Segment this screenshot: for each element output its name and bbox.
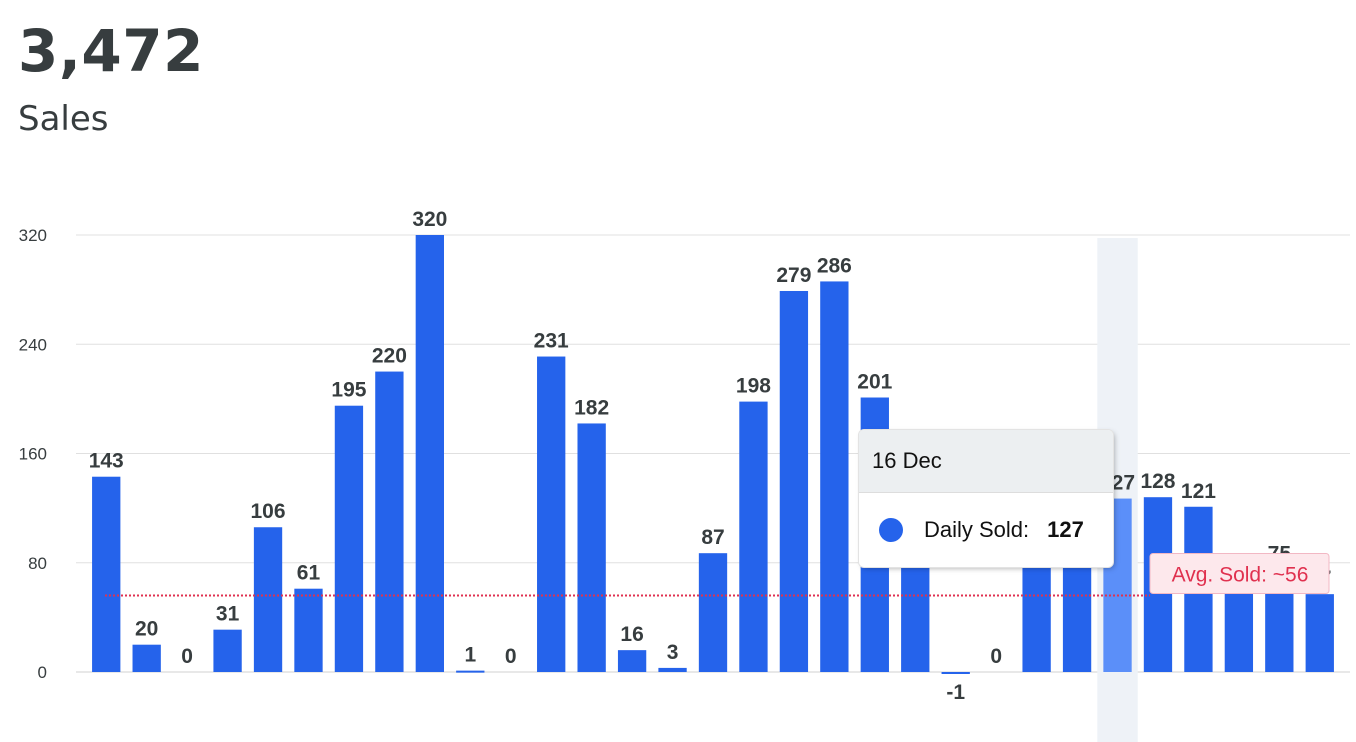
- y-tick-label: 320: [19, 226, 47, 245]
- bar[interactable]: [132, 644, 161, 672]
- bar[interactable]: [820, 281, 849, 672]
- data-label: 31: [216, 603, 240, 626]
- data-label: 320: [412, 208, 447, 231]
- bar[interactable]: [415, 235, 444, 672]
- data-label: 1: [464, 644, 476, 667]
- data-label: 0: [181, 645, 193, 668]
- bar[interactable]: [213, 629, 242, 672]
- data-label: 61: [297, 562, 321, 585]
- bar[interactable]: [941, 672, 970, 674]
- tooltip-value: 127: [1047, 517, 1084, 542]
- bars-layer: [92, 235, 1334, 674]
- y-tick-label: 160: [19, 445, 47, 464]
- data-label: 195: [331, 379, 366, 402]
- data-label: 231: [534, 330, 569, 353]
- data-label: 0: [505, 645, 517, 668]
- data-label: 286: [817, 254, 852, 277]
- bar[interactable]: [901, 555, 930, 672]
- bar[interactable]: [1305, 594, 1334, 672]
- bar[interactable]: [334, 405, 364, 672]
- bar[interactable]: [658, 667, 687, 672]
- bar[interactable]: [537, 356, 566, 672]
- y-tick-label: 0: [38, 663, 47, 682]
- data-label: 220: [372, 345, 407, 368]
- tooltip-body: Daily Sold: 127: [859, 493, 1113, 567]
- bar[interactable]: [253, 527, 283, 672]
- data-label: 0: [990, 645, 1002, 668]
- data-label: 106: [251, 500, 286, 523]
- data-label: 121: [1181, 480, 1216, 503]
- bar[interactable]: [617, 650, 647, 672]
- data-label: 143: [89, 450, 124, 473]
- average-label-background: [1149, 553, 1330, 595]
- tooltip-series-label: Daily Sold:: [924, 517, 1030, 542]
- data-label: 198: [736, 375, 771, 398]
- data-label: 16: [620, 623, 643, 646]
- y-tick-label: 80: [28, 554, 47, 573]
- bar[interactable]: [375, 371, 404, 672]
- bar[interactable]: [739, 401, 768, 672]
- bar[interactable]: [92, 476, 121, 672]
- data-label: 201: [857, 371, 892, 394]
- tooltip-title: 16 Dec: [859, 430, 1113, 493]
- bar[interactable]: [779, 290, 809, 672]
- bar[interactable]: [1022, 549, 1051, 672]
- average-label: Avg. Sold: ~56: [1172, 564, 1309, 587]
- data-label: 87: [701, 526, 724, 549]
- data-label: 3: [667, 641, 679, 664]
- data-label: -1: [946, 681, 965, 704]
- kpi-value: 3,472: [18, 17, 204, 85]
- bar[interactable]: [698, 553, 728, 672]
- kpi-label: Sales: [18, 99, 109, 139]
- annotation-layer: Avg. Sold: ~56: [105, 553, 1330, 597]
- data-label: 182: [574, 396, 609, 419]
- data-label: 279: [776, 264, 811, 287]
- bar[interactable]: [456, 670, 485, 673]
- data-label: 20: [135, 618, 158, 641]
- data-label: 128: [1140, 470, 1175, 493]
- series-marker-icon: [879, 518, 903, 542]
- bar[interactable]: [294, 588, 323, 672]
- tooltip: 16 Dec Daily Sold: 127: [858, 429, 1114, 568]
- bar[interactable]: [577, 423, 606, 672]
- y-tick-label: 240: [19, 335, 47, 354]
